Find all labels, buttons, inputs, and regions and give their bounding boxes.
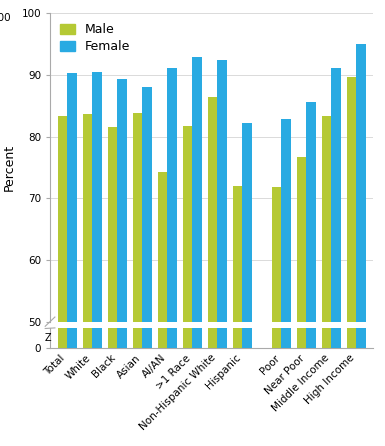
Bar xyxy=(208,97,218,446)
Bar xyxy=(297,0,306,348)
Bar xyxy=(306,0,316,348)
Bar xyxy=(272,186,281,446)
Legend: Male, Female: Male, Female xyxy=(56,20,134,57)
Bar xyxy=(281,0,291,348)
Bar xyxy=(133,0,142,348)
Bar xyxy=(347,77,357,446)
Bar xyxy=(158,0,167,348)
Bar xyxy=(208,0,218,348)
Bar xyxy=(347,0,357,348)
Bar xyxy=(67,73,77,446)
Bar xyxy=(281,119,291,446)
Bar xyxy=(108,0,117,348)
Bar xyxy=(117,79,127,446)
Bar xyxy=(142,0,152,348)
Text: Z: Z xyxy=(45,333,51,343)
Bar xyxy=(58,0,67,348)
Bar xyxy=(117,0,127,348)
Bar xyxy=(92,72,102,446)
Bar xyxy=(331,0,341,348)
Bar xyxy=(297,157,306,446)
Bar xyxy=(306,102,316,446)
Y-axis label: Percent: Percent xyxy=(3,144,16,191)
Bar xyxy=(83,115,92,446)
Bar xyxy=(233,186,243,446)
Bar xyxy=(192,0,202,348)
Bar xyxy=(142,87,152,446)
Text: 100: 100 xyxy=(0,13,11,23)
Bar xyxy=(183,0,192,348)
Bar xyxy=(331,68,341,446)
Bar xyxy=(243,0,252,348)
Bar xyxy=(67,0,77,348)
Bar xyxy=(357,44,366,446)
Bar xyxy=(192,57,202,446)
Bar xyxy=(218,60,227,446)
Bar xyxy=(218,0,227,348)
Bar xyxy=(167,0,177,348)
Bar xyxy=(357,0,366,348)
Bar xyxy=(322,116,331,446)
Bar xyxy=(233,0,243,348)
Bar xyxy=(322,0,331,348)
Bar xyxy=(108,128,117,446)
Bar xyxy=(243,123,252,446)
Bar xyxy=(183,126,192,446)
Bar xyxy=(133,113,142,446)
Bar xyxy=(83,0,92,348)
Bar xyxy=(167,68,177,446)
Bar xyxy=(58,116,67,446)
Bar xyxy=(92,0,102,348)
Bar xyxy=(158,172,167,446)
Bar xyxy=(272,0,281,348)
